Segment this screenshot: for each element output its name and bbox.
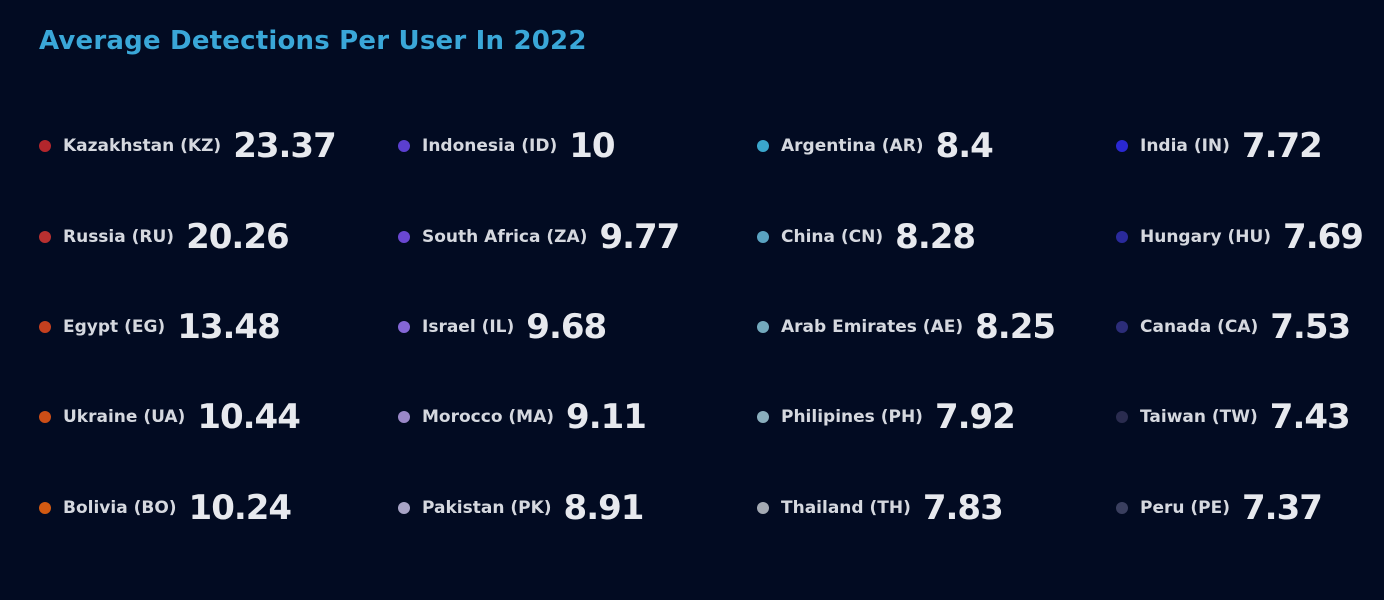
- country-label: Israel (IL): [422, 316, 515, 337]
- country-entry: Taiwan (TW) 7.43: [1116, 372, 1384, 462]
- detection-value: 7.37: [1242, 487, 1323, 528]
- legend-dot: [39, 230, 51, 243]
- country-entry: China (CN) 8.28: [757, 191, 1116, 281]
- legend-dot: [39, 501, 51, 514]
- legend-dot: [1116, 320, 1128, 333]
- detection-value: 7.72: [1241, 126, 1323, 167]
- country-entry: Israel (IL) 9.68: [398, 282, 757, 372]
- country-entry: Indonesia (ID) 10: [398, 101, 757, 191]
- country-label: Ukraine (UA): [63, 407, 186, 428]
- legend-dot: [1116, 140, 1128, 153]
- country-entry: Thailand (TH) 7.83: [757, 463, 1116, 553]
- chart-title: Average Detections Per User In 2022: [39, 26, 587, 56]
- country-label: Pakistan (PK): [422, 497, 552, 518]
- detection-value: 7.53: [1270, 306, 1351, 347]
- country-entry: Hungary (HU) 7.69: [1116, 191, 1384, 281]
- legend-dot: [39, 140, 51, 153]
- detection-value: 10.24: [188, 487, 293, 528]
- country-entry: Bolivia (BO) 10.24: [39, 463, 398, 553]
- detection-value: 7.69: [1283, 216, 1364, 257]
- detection-value: 23.37: [233, 126, 337, 167]
- legend-dot: [398, 320, 410, 333]
- country-label: South Africa (ZA): [422, 226, 588, 247]
- country-label: Canada (CA): [1140, 316, 1259, 337]
- country-label: Kazakhstan (KZ): [63, 136, 222, 157]
- country-label: Indonesia (ID): [422, 136, 558, 157]
- country-entry: Argentina (AR) 8.4: [757, 101, 1116, 191]
- legend-dot: [398, 140, 410, 153]
- detection-value: 7.92: [934, 397, 1016, 438]
- country-label: Morocco (MA): [422, 407, 555, 428]
- country-entry: Peru (PE) 7.37: [1116, 463, 1384, 553]
- detection-value: 10: [569, 126, 615, 167]
- legend-dot: [757, 230, 769, 243]
- detection-value: 20.26: [186, 216, 290, 257]
- country-entry: South Africa (ZA) 9.77: [398, 191, 757, 281]
- legend-dot: [757, 411, 769, 424]
- country-label: India (IN): [1140, 136, 1230, 157]
- country-label: Bolivia (BO): [63, 497, 177, 518]
- legend-dot: [398, 230, 410, 243]
- country-entry: Egypt (EG) 13.48: [39, 282, 398, 372]
- country-entry: India (IN) 7.72: [1116, 101, 1384, 191]
- detection-value: 13.48: [177, 306, 281, 347]
- legend-dot: [757, 501, 769, 514]
- country-label: Hungary (HU): [1140, 226, 1272, 247]
- legend-dot: [39, 320, 51, 333]
- legend-dot: [757, 320, 769, 333]
- country-entry: Canada (CA) 7.53: [1116, 282, 1384, 372]
- country-label: Egypt (EG): [63, 316, 166, 337]
- country-label: Russia (RU): [63, 226, 175, 247]
- detection-value: 9.11: [566, 397, 647, 438]
- detection-value: 9.68: [526, 306, 607, 347]
- country-entry: Ukraine (UA) 10.44: [39, 372, 398, 462]
- detection-value: 10.44: [197, 397, 301, 438]
- detection-value: 7.83: [922, 487, 1004, 528]
- country-label: Argentina (AR): [781, 136, 924, 157]
- legend-dot: [1116, 411, 1128, 424]
- legend-dot: [398, 411, 410, 424]
- detection-value: 7.43: [1269, 397, 1351, 438]
- country-label: China (CN): [781, 226, 884, 247]
- legend-dot: [1116, 501, 1128, 514]
- detection-value: 8.25: [975, 306, 1056, 347]
- detection-value: 8.91: [563, 487, 645, 528]
- country-entry: Pakistan (PK) 8.91: [398, 463, 757, 553]
- legend-dot: [757, 140, 769, 153]
- country-entry: Russia (RU) 20.26: [39, 191, 398, 281]
- detection-value: 9.77: [599, 216, 680, 257]
- detection-value: 8.4: [935, 126, 994, 167]
- detection-value: 8.28: [895, 216, 976, 257]
- country-label: Taiwan (TW): [1140, 407, 1258, 428]
- country-label: Arab Emirates (AE): [781, 316, 964, 337]
- country-grid: Kazakhstan (KZ) 23.37 Russia (RU) 20.26 Egyp…: [39, 101, 1384, 553]
- country-label: Philipines (PH): [781, 407, 923, 428]
- country-label: Thailand (TH): [781, 497, 911, 518]
- country-label: Peru (PE): [1140, 497, 1231, 518]
- country-entry: Philipines (PH) 7.92: [757, 372, 1116, 462]
- country-entry: Morocco (MA) 9.11: [398, 372, 757, 462]
- legend-dot: [39, 411, 51, 424]
- country-entry: Kazakhstan (KZ) 23.37: [39, 101, 398, 191]
- legend-dot: [398, 501, 410, 514]
- legend-dot: [1116, 230, 1128, 243]
- country-entry: Arab Emirates (AE) 8.25: [757, 282, 1116, 372]
